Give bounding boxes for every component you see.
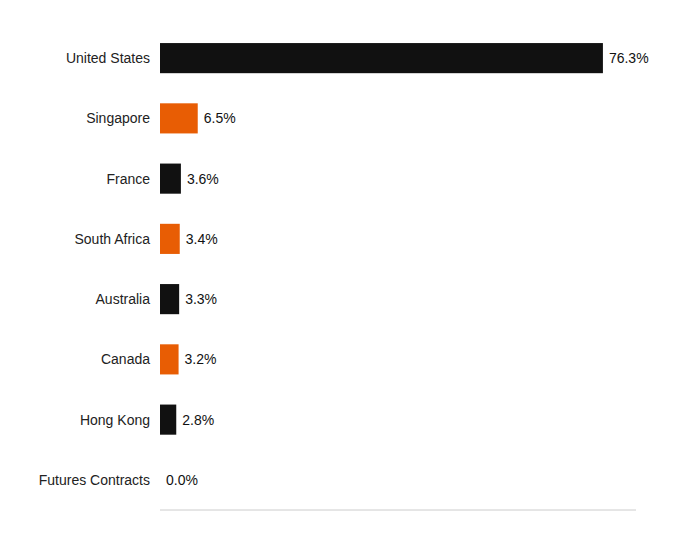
bar bbox=[160, 43, 603, 73]
data-labels: 76.3% 6.5% 3.6% 3.4% 3.3% 3.2% 2.8% 0.0% bbox=[166, 50, 649, 488]
y-tick-label: United States bbox=[66, 50, 150, 66]
y-tick-labels: United States Singapore France South Africa… bbox=[39, 50, 150, 488]
data-label: 3.3% bbox=[185, 291, 217, 307]
chart-container: 76.3% 6.5% 3.6% 3.4% 3.3% 3.2% 2.8% 0.0% United … bbox=[0, 0, 696, 540]
bar bbox=[160, 405, 176, 435]
bar bbox=[160, 103, 198, 133]
bar bbox=[160, 164, 181, 194]
data-label: 76.3% bbox=[609, 50, 649, 66]
chart-svg: 76.3% 6.5% 3.6% 3.4% 3.3% 3.2% 2.8% 0.0% United … bbox=[0, 0, 696, 540]
y-tick-label: South Africa bbox=[75, 231, 151, 247]
bar bbox=[160, 284, 179, 314]
data-label: 3.4% bbox=[186, 231, 218, 247]
data-label: 0.0% bbox=[166, 472, 198, 488]
y-tick-label: Canada bbox=[101, 351, 150, 367]
data-label: 6.5% bbox=[204, 110, 236, 126]
bar bbox=[160, 224, 180, 254]
y-tick-label: France bbox=[106, 171, 150, 187]
data-label: 3.2% bbox=[185, 351, 217, 367]
data-label: 2.8% bbox=[182, 412, 214, 428]
y-tick-label: Australia bbox=[96, 291, 151, 307]
bar bbox=[160, 344, 179, 374]
bars bbox=[160, 43, 603, 435]
page: {"chart_data": {"type": "bar", "orientat… bbox=[0, 0, 696, 540]
y-tick-label: Hong Kong bbox=[80, 412, 150, 428]
y-tick-label: Singapore bbox=[86, 110, 150, 126]
bar bbox=[160, 465, 161, 495]
y-tick-label: Futures Contracts bbox=[39, 472, 150, 488]
x-axis-line bbox=[160, 510, 636, 511]
data-label: 3.6% bbox=[187, 171, 219, 187]
